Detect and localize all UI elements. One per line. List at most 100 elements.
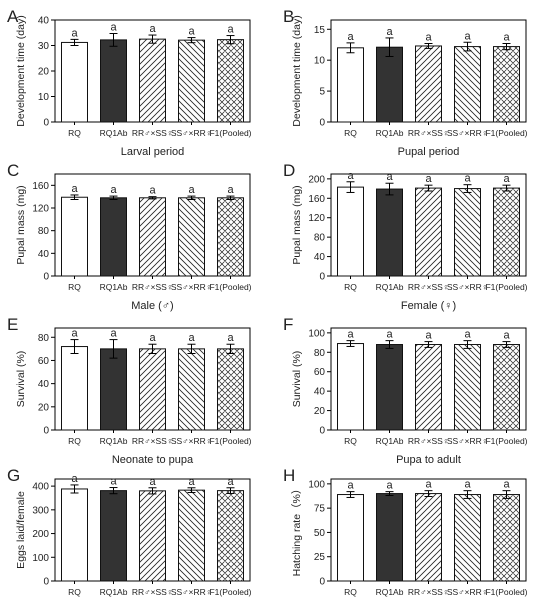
- significance-label: a: [110, 184, 117, 196]
- x-tick-label: RQ1Ab: [100, 128, 128, 138]
- x-tick-label: RR♂×SS♀: [408, 128, 449, 138]
- x-tick-label: RQ: [344, 436, 357, 446]
- y-tick-label: 10: [38, 92, 50, 103]
- bar: [217, 39, 244, 123]
- panel-letter: D: [283, 161, 295, 180]
- panel-h: H 0 25 50 75 100 Hatching rate（%） a RQ a RQ1Ab a RR♂…: [283, 466, 528, 597]
- bar: [61, 488, 88, 582]
- y-tick-label: 20: [314, 406, 326, 417]
- y-axis-label: Survival (%): [15, 351, 27, 408]
- significance-label: a: [464, 329, 471, 341]
- bar: [337, 186, 364, 277]
- y-axis-label: Development time (day): [291, 15, 303, 126]
- significance-label: a: [188, 476, 195, 488]
- x-tick-label: RQ: [344, 282, 357, 292]
- y-tick-label: 300: [32, 505, 49, 516]
- significance-label: a: [347, 329, 354, 341]
- bar: [493, 187, 520, 277]
- x-tick-label: F1(Pooled): [485, 436, 527, 446]
- y-tick-label: 40: [38, 379, 50, 390]
- significance-label: a: [71, 27, 78, 39]
- significance-label: a: [149, 332, 156, 344]
- x-tick-label: RR♂×SS♀: [408, 436, 449, 446]
- y-tick-label: 120: [32, 204, 49, 215]
- x-tick-label: RQ1Ab: [376, 436, 404, 446]
- x-tick-label: RR♂×SS♀: [132, 587, 173, 597]
- bar: [337, 343, 364, 431]
- x-tick-label: RQ1Ab: [376, 282, 404, 292]
- bar: [376, 46, 403, 123]
- y-tick-label: 200: [32, 529, 49, 540]
- x-tick-label: RR♂×SS♀: [132, 282, 173, 292]
- significance-label: a: [347, 480, 354, 492]
- x-tick-label: SS♂×RR♀: [447, 282, 488, 292]
- bar: [178, 348, 205, 431]
- x-tick-label: F1(Pooled): [209, 436, 251, 446]
- y-tick-label: 0: [43, 577, 49, 588]
- bar: [178, 489, 205, 582]
- significance-label: a: [464, 173, 471, 185]
- bar: [139, 490, 166, 582]
- x-tick-label: RR♂×SS♀: [408, 282, 449, 292]
- bar: [415, 187, 442, 277]
- y-tick-label: 30: [38, 41, 50, 52]
- x-tick-label: RQ1Ab: [100, 282, 128, 292]
- bar: [139, 348, 166, 431]
- y-tick-label: 20: [38, 402, 50, 413]
- panel-letter: E: [7, 315, 18, 334]
- y-tick-label: 0: [319, 272, 325, 283]
- panel-g: G 0 100 200 300 400 Eggs laid/female a RQ a RQ1Ab a…: [7, 466, 252, 597]
- y-axis-label: Eggs laid/female: [15, 491, 27, 569]
- significance-label: a: [149, 476, 156, 488]
- x-tick-label: RQ1Ab: [376, 587, 404, 597]
- y-tick-label: 40: [314, 387, 326, 398]
- panel-d: D 0 40 80 120 160 200 Pupal mass (mg) a RQ a RQ1Ab a…: [283, 161, 528, 312]
- x-tick-label: F1(Pooled): [485, 128, 527, 138]
- significance-label: a: [227, 332, 234, 344]
- bar: [100, 490, 127, 582]
- y-tick-label: 80: [38, 333, 50, 344]
- x-tick-label: SS♂×RR♀: [447, 587, 488, 597]
- y-tick-label: 60: [314, 367, 326, 378]
- y-tick-label: 160: [308, 194, 325, 205]
- y-tick-label: 50: [314, 528, 326, 539]
- bar: [415, 493, 442, 582]
- significance-label: a: [503, 330, 510, 342]
- significance-label: a: [503, 479, 510, 491]
- panel-a: A 0 10 20 30 40 Development time (day) a RQ a RQ1A…: [7, 7, 252, 158]
- y-axis-label: Development time (day): [15, 15, 27, 126]
- y-axis-label: Survival (%): [291, 351, 303, 408]
- bar: [217, 490, 244, 582]
- bar: [415, 344, 442, 431]
- bar: [454, 494, 481, 582]
- significance-label: a: [110, 328, 117, 340]
- significance-label: a: [188, 26, 195, 38]
- y-tick-label: 75: [314, 504, 326, 515]
- x-axis-label: Male (♂): [131, 300, 173, 312]
- significance-label: a: [425, 31, 432, 43]
- y-tick-label: 160: [32, 181, 49, 192]
- x-tick-label: SS♂×RR♀: [171, 128, 212, 138]
- bar: [337, 494, 364, 582]
- y-tick-label: 5: [319, 87, 325, 98]
- x-tick-label: RQ1Ab: [376, 128, 404, 138]
- y-tick-label: 15: [314, 25, 326, 36]
- significance-label: a: [386, 26, 393, 38]
- y-axis-label: Hatching rate（%）: [291, 484, 303, 577]
- y-tick-label: 200: [308, 174, 325, 185]
- y-tick-label: 40: [38, 249, 50, 260]
- bar: [415, 45, 442, 123]
- x-tick-label: RR♂×SS♀: [408, 587, 449, 597]
- x-tick-label: F1(Pooled): [209, 282, 251, 292]
- y-tick-label: 0: [43, 272, 49, 283]
- bar: [337, 47, 364, 123]
- significance-label: a: [71, 473, 78, 485]
- y-tick-label: 0: [43, 426, 49, 437]
- bar: [61, 196, 88, 277]
- y-tick-label: 60: [38, 356, 50, 367]
- x-tick-label: SS♂×RR♀: [171, 436, 212, 446]
- bar: [139, 197, 166, 277]
- y-tick-label: 25: [314, 552, 326, 563]
- significance-label: a: [149, 23, 156, 35]
